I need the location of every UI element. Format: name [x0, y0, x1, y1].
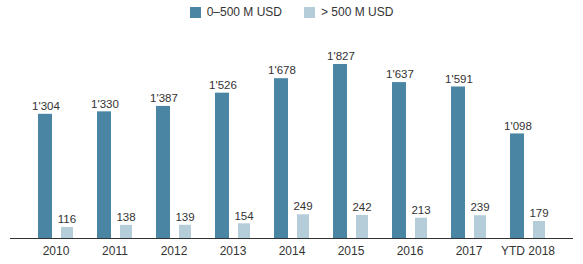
svg-text:138: 138 — [116, 211, 135, 223]
svg-text:2012: 2012 — [161, 244, 188, 258]
svg-text:179: 179 — [529, 207, 548, 219]
svg-text:239: 239 — [470, 201, 489, 213]
svg-text:2016: 2016 — [397, 244, 424, 258]
svg-text:2011: 2011 — [102, 244, 128, 258]
svg-text:2010: 2010 — [43, 244, 70, 258]
svg-text:1'827: 1'827 — [327, 50, 355, 62]
html-text:0–500 M USD: 0–500 M USD — [206, 5, 282, 19]
svg-text:2013: 2013 — [220, 244, 247, 258]
svg-text:YTD 2018: YTD 2018 — [501, 244, 555, 258]
svg-text:1'098: 1'098 — [504, 120, 532, 132]
svg-text:2017: 2017 — [456, 244, 483, 258]
svg-text:242: 242 — [352, 201, 371, 213]
svg-text:2014: 2014 — [279, 244, 306, 258]
svg-text:116: 116 — [58, 213, 76, 225]
svg-text:2015: 2015 — [338, 244, 365, 258]
svg-text:1'637: 1'637 — [386, 68, 414, 80]
svg-text:139: 139 — [175, 211, 194, 223]
svg-text:1'304: 1'304 — [32, 100, 60, 112]
svg-text:1'526: 1'526 — [209, 79, 237, 91]
svg-text:1'387: 1'387 — [150, 92, 178, 104]
svg-text:249: 249 — [293, 200, 312, 212]
svg-text:154: 154 — [234, 210, 254, 222]
svg-text:213: 213 — [411, 204, 430, 216]
svg-text:1'330: 1'330 — [91, 98, 119, 110]
svg-text:1'678: 1'678 — [268, 64, 296, 76]
html-text:> 500 M USD: > 500 M USD — [321, 5, 394, 19]
svg-text:1'591: 1'591 — [445, 73, 473, 85]
